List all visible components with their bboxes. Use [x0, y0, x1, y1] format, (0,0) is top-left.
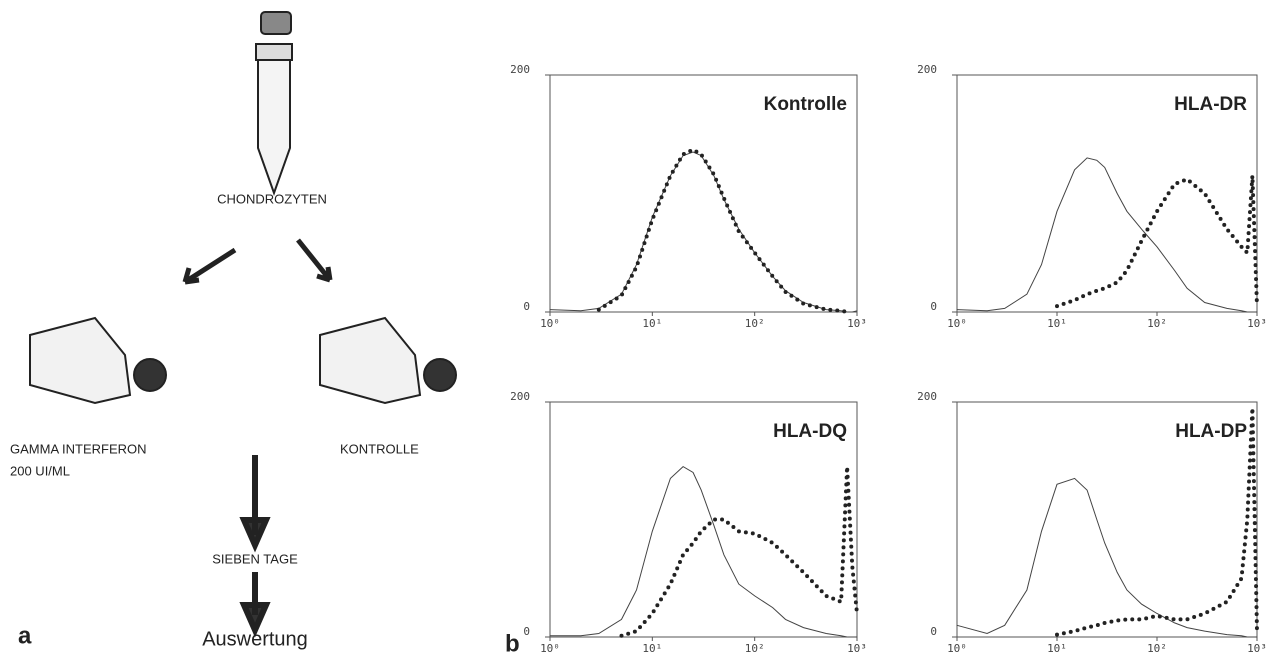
label: Auswertung	[202, 628, 308, 650]
y-tick-label: 200	[917, 63, 937, 76]
plot-frame	[956, 74, 1258, 313]
x-tick-label: 10²	[745, 642, 765, 655]
x-tick-label: 10³	[847, 317, 867, 330]
y-tick-label: 200	[510, 390, 530, 403]
chart-title: HLA-DP	[1175, 421, 1247, 442]
x-tick-label: 10⁰	[947, 317, 967, 330]
x-tick-label: 10²	[1147, 642, 1167, 655]
flask	[29, 316, 132, 405]
flask-cap	[423, 358, 457, 392]
label: CHONDROZYTEN	[217, 191, 327, 206]
x-tick-label: 10¹	[642, 642, 662, 655]
solid-line	[956, 157, 1258, 313]
diagram	[29, 11, 457, 638]
y-tick-label: 0	[930, 625, 937, 638]
x-tick-label: 10¹	[1047, 642, 1067, 655]
label: KONTROLLE	[340, 441, 419, 456]
plot-frame	[549, 74, 858, 313]
flask-cap	[133, 358, 167, 392]
panel-label: a	[18, 622, 32, 649]
x-tick-label: 10²	[745, 317, 765, 330]
solid-line	[956, 477, 1258, 638]
chart-title: HLA-DQ	[773, 421, 847, 442]
solid-line	[549, 465, 858, 638]
x-tick-label: 10³	[1247, 642, 1267, 655]
arrow	[239, 572, 271, 638]
y-tick-label: 0	[523, 300, 530, 313]
label: GAMMA INTERFERON	[10, 441, 147, 456]
solid-line	[549, 151, 858, 313]
x-tick-label: 10⁰	[540, 642, 560, 655]
arrow	[239, 455, 271, 553]
y-tick-label: 0	[930, 300, 937, 313]
x-tick-label: 10⁰	[540, 317, 560, 330]
dotted-line	[619, 466, 859, 638]
tube-cap	[260, 11, 292, 35]
dotted-line	[1055, 175, 1259, 309]
tube	[257, 47, 291, 196]
dotted-line	[1055, 407, 1259, 637]
x-tick-label: 10²	[1147, 317, 1167, 330]
label: SIEBEN TAGE	[212, 551, 298, 566]
arrow	[296, 238, 333, 283]
label: 200 UI/ML	[10, 463, 70, 478]
x-tick-label: 10⁰	[947, 642, 967, 655]
x-tick-label: 10¹	[1047, 317, 1067, 330]
y-tick-label: 200	[510, 63, 530, 76]
y-tick-label: 200	[917, 390, 937, 403]
arrow	[182, 247, 237, 285]
y-tick-label: 0	[523, 625, 530, 638]
panel-label: b	[505, 630, 520, 657]
x-tick-label: 10³	[847, 642, 867, 655]
tube-rim	[255, 43, 293, 61]
chart-title: Kontrolle	[764, 94, 847, 115]
plot-frame	[549, 401, 858, 638]
chart-title: HLA-DR	[1174, 94, 1247, 115]
x-tick-label: 10¹	[642, 317, 662, 330]
plot-frame	[956, 401, 1258, 638]
x-tick-label: 10³	[1247, 317, 1267, 330]
dotted-line	[596, 147, 850, 314]
flask	[319, 316, 422, 405]
